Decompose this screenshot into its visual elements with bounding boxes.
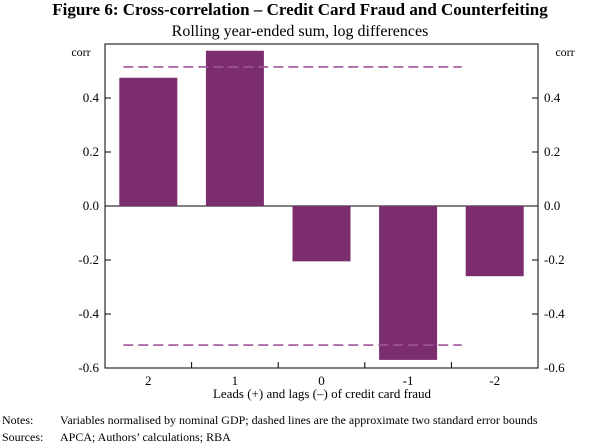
x-tick-label: -2	[489, 373, 500, 388]
y-tick-label-left: -0.4	[78, 306, 99, 321]
plot-area: 0.4 0.4 0.2 0.2 0.0 0.0 -0.2 -0.2 -0.4 -0.4 -0.6 -0…	[78, 43, 565, 388]
y-tick-label-left: -0.2	[78, 252, 99, 267]
x-tick-label: -1	[403, 373, 414, 388]
sources-text: APCA; Authors’ calculations; RBA	[60, 430, 231, 444]
bar-2	[119, 77, 178, 206]
x-tick-label: 2	[145, 373, 152, 388]
x-tick-label: 1	[232, 373, 239, 388]
y-tick-label-right: -0.2	[544, 252, 565, 267]
y-tick-label-right: 0.4	[544, 90, 561, 105]
notes-text: Variables normalised by nominal GDP; das…	[60, 413, 538, 427]
chart-subtitle: Rolling year-ended sum, log differences	[172, 23, 429, 40]
x-axis-label: Leads (+) and lags (–) of credit card fr…	[213, 386, 432, 401]
y-axis-label-right: corr	[555, 45, 574, 59]
y-tick-label-left: 0.0	[83, 198, 99, 213]
bar-0	[292, 206, 351, 262]
sources-key: Sources:	[2, 430, 44, 444]
x-tick-label: 0	[318, 373, 325, 388]
y-tick-label-left: 0.4	[83, 90, 100, 105]
y-tick-label-right: -0.4	[544, 306, 565, 321]
notes-line: Notes: Variables normalised by nominal GD…	[2, 413, 538, 428]
bar--2	[465, 206, 524, 277]
y-axis-label-left: corr	[71, 45, 90, 59]
sources-line: Sources: APCA; Authors’ calculations; RBA	[2, 430, 231, 445]
bar-1	[205, 50, 264, 206]
y-tick-label-left: -0.6	[78, 360, 99, 375]
bar--1	[379, 206, 438, 360]
y-tick-label-right: 0.0	[544, 198, 560, 213]
chart-title: Figure 6: Cross-correlation – Credit Car…	[52, 0, 548, 19]
y-tick-label-right: 0.2	[544, 144, 560, 159]
notes-key: Notes:	[2, 413, 34, 427]
chart: Figure 6: Cross-correlation – Credit Car…	[52, 0, 574, 401]
y-tick-label-left: 0.2	[83, 144, 99, 159]
y-tick-label-right: -0.6	[544, 360, 565, 375]
